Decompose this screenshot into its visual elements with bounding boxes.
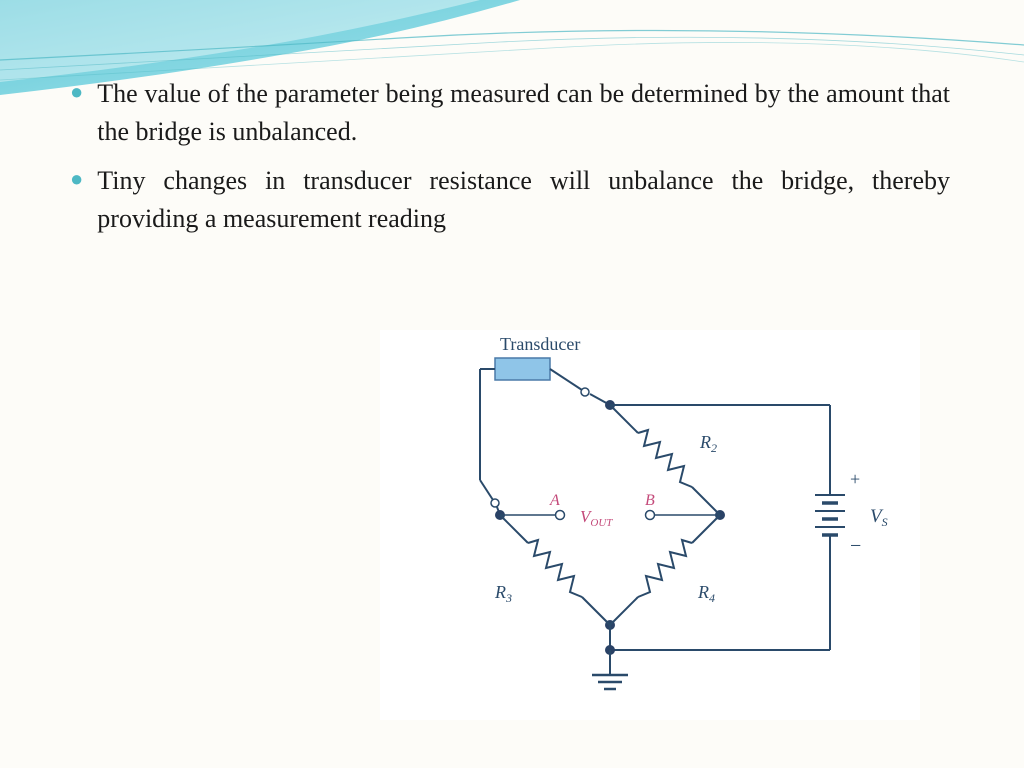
vout-label: VOUT xyxy=(580,507,613,529)
resistor-r2 xyxy=(638,430,692,487)
circuit-diagram: Transducer R2 R3 R4 xyxy=(380,330,920,720)
bullet-marker-icon: ● xyxy=(70,166,83,192)
node-b-label: B xyxy=(645,492,655,509)
slide-content: ● The value of the parameter being measu… xyxy=(70,75,950,250)
terminal-open xyxy=(491,499,499,507)
r2-label: R2 xyxy=(699,432,717,455)
battery-plus: + xyxy=(850,469,860,489)
bullet-1: ● The value of the parameter being measu… xyxy=(70,75,950,150)
r4-label: R4 xyxy=(697,582,715,605)
r3-label: R3 xyxy=(494,582,512,605)
battery-minus: − xyxy=(850,535,861,557)
resistor-r3 xyxy=(528,540,582,597)
terminal-a xyxy=(556,511,565,520)
terminal-b xyxy=(646,511,655,520)
bullet-2-text: Tiny changes in transducer resistance wi… xyxy=(97,162,950,237)
vs-label: VS xyxy=(870,506,888,529)
resistor-r4 xyxy=(638,540,692,597)
bullet-marker-icon: ● xyxy=(70,79,83,105)
node-a-label: A xyxy=(549,492,560,509)
transducer-box xyxy=(495,358,550,380)
terminal-open xyxy=(581,388,589,396)
bullet-2: ● Tiny changes in transducer resistance … xyxy=(70,162,950,237)
bullet-1-text: The value of the parameter being measure… xyxy=(97,75,950,150)
transducer-label: Transducer xyxy=(500,334,580,354)
